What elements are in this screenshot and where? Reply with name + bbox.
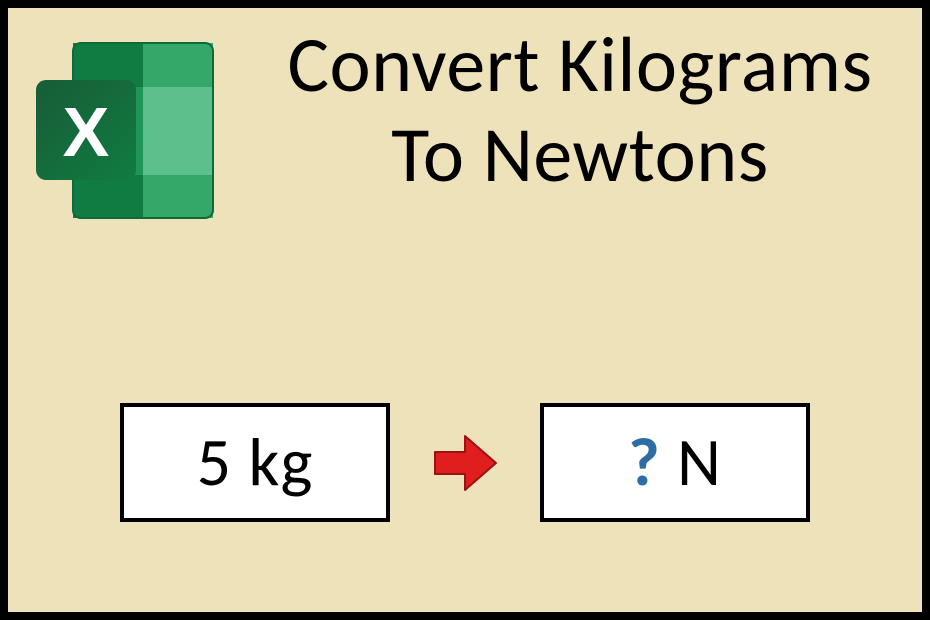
input-value-text: 5 kg: [197, 421, 314, 504]
input-value-box: 5 kg: [120, 403, 390, 522]
title-line-1: Convert Kilograms: [233, 20, 927, 110]
arrow-right-icon: [430, 428, 500, 498]
infographic-frame: X Convert Kilograms To Newtons 5 kg ? N: [0, 0, 930, 620]
title-line-2: To Newtons: [233, 110, 927, 200]
output-value-box: ? N: [540, 403, 810, 522]
page-title: Convert Kilograms To Newtons: [233, 20, 927, 199]
conversion-row: 5 kg ? N: [8, 403, 922, 522]
output-question-mark: ?: [628, 421, 661, 504]
svg-text:X: X: [63, 93, 110, 171]
output-unit: N: [677, 421, 722, 504]
excel-icon: X: [33, 38, 218, 223]
